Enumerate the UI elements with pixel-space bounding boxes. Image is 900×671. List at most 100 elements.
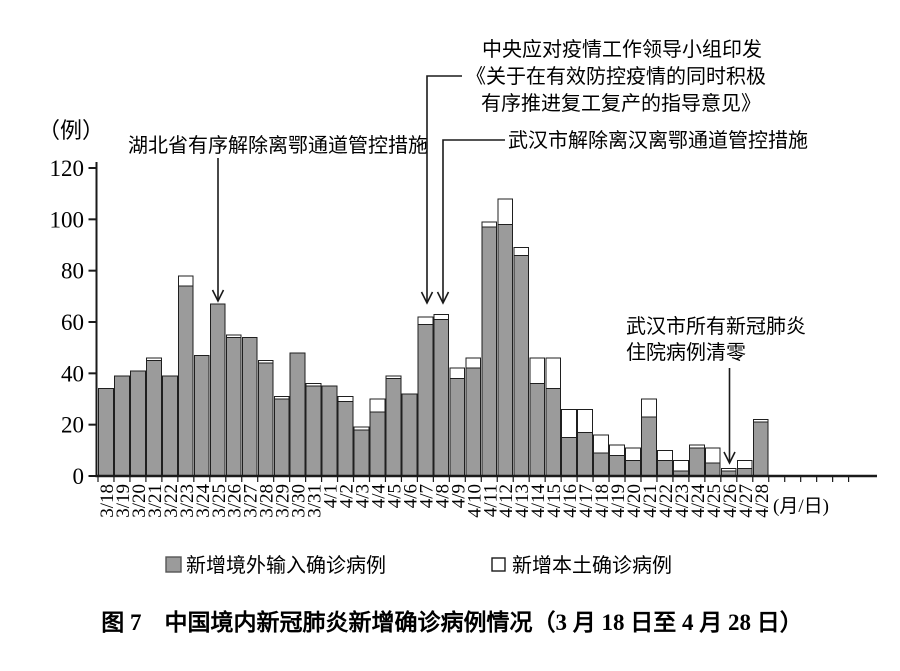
- bar-imported-segment: [385, 377, 402, 477]
- bar-imported-segment: [752, 421, 769, 477]
- bar-3/30: [289, 352, 306, 477]
- bar-3/27: [241, 336, 258, 477]
- bar-imported-segment: [641, 416, 657, 477]
- x-label-4/23: 4/23: [672, 484, 693, 518]
- bar-imported-segment: [497, 223, 514, 477]
- bar-imported-segment: [449, 377, 466, 477]
- y-axis-unit-label: （例）: [38, 118, 104, 143]
- annotation-central-arrow: [420, 75, 462, 305]
- bar-4/11: [481, 221, 498, 477]
- bar-imported-segment: [369, 411, 386, 477]
- bar-imported-segment: [704, 462, 721, 477]
- x-label-4/7: 4/7: [416, 484, 437, 508]
- x-label-3/25: 3/25: [209, 484, 230, 518]
- x-label-4/19: 4/19: [608, 484, 629, 518]
- bar-local-segment: [625, 447, 641, 462]
- bar-local-segment: [257, 360, 274, 364]
- bar-imported-segment: [433, 318, 450, 477]
- bar-imported-segment: [401, 393, 418, 477]
- y-tick-label-120: 120: [50, 156, 85, 181]
- y-axis-ticks: [88, 167, 97, 477]
- x-label-4/24: 4/24: [688, 484, 709, 518]
- bar-imported-segment: [305, 385, 322, 477]
- bar-local-segment: [657, 449, 673, 462]
- bar-3/31: [305, 383, 322, 477]
- bar-imported-segment: [241, 336, 258, 477]
- bar-imported-segment: [561, 437, 577, 477]
- bar-4/25: [704, 447, 721, 477]
- bar-3/19: [114, 375, 130, 477]
- bar-4/27: [736, 460, 753, 477]
- bar-4/17: [577, 408, 593, 477]
- x-label-4/9: 4/9: [448, 484, 469, 508]
- bar-4/2: [337, 395, 354, 477]
- bar-local-segment: [225, 334, 242, 338]
- x-label-4/8: 4/8: [432, 484, 453, 508]
- bar-3/21: [146, 357, 162, 477]
- x-label-4/1: 4/1: [321, 484, 342, 508]
- bar-imported-segment: [225, 336, 242, 477]
- bar-local-segment: [673, 460, 689, 472]
- legend-swatch-local: [491, 557, 506, 572]
- bar-4/13: [513, 247, 530, 477]
- x-label-4/15: 4/15: [544, 484, 565, 518]
- x-label-4/12: 4/12: [496, 484, 517, 518]
- annotation-wuhan-zero-line2: 住院病例清零: [626, 341, 746, 364]
- bar-imported-segment: [577, 431, 593, 477]
- y-tick-label-40: 40: [61, 361, 84, 386]
- x-label-4/3: 4/3: [353, 484, 374, 508]
- bar-3/25: [209, 303, 226, 477]
- legend-label-local: 新增本土确诊病例: [512, 554, 672, 577]
- bar-local-segment: [433, 313, 450, 320]
- bar-4/8: [433, 313, 450, 477]
- x-label-4/28: 4/28: [752, 484, 773, 518]
- x-label-3/21: 3/21: [145, 484, 166, 518]
- annotation-central-line3: 有序推进复工复产的指导意见》: [481, 92, 761, 115]
- bar-local-segment: [529, 357, 546, 385]
- bar-local-segment: [369, 398, 386, 413]
- x-label-3/31: 3/31: [305, 484, 326, 518]
- bar-4/20: [625, 447, 641, 477]
- bar-local-segment: [449, 367, 466, 379]
- bar-imported-segment: [657, 460, 673, 477]
- y-axis-labels: 0 20 40 60 80 100 120: [50, 156, 85, 489]
- bar-local-segment: [641, 398, 657, 418]
- bar-3/28: [257, 360, 274, 477]
- bar-local-segment: [273, 395, 290, 400]
- bar-local-segment: [577, 408, 593, 433]
- bar-local-segment: [688, 444, 705, 449]
- bar-imported-segment: [465, 367, 482, 477]
- bar-4/18: [593, 434, 609, 477]
- x-label-3/24: 3/24: [193, 484, 214, 518]
- bar-4/5: [385, 375, 402, 477]
- legend-swatch-imported: [165, 556, 182, 573]
- x-label-4/22: 4/22: [656, 484, 677, 518]
- bar-4/21: [641, 398, 657, 477]
- x-axis-unit-label: (月/日): [773, 496, 829, 517]
- x-label-4/16: 4/16: [560, 484, 581, 518]
- x-label-4/20: 4/20: [624, 484, 645, 518]
- bar-4/28: [752, 419, 769, 477]
- y-tick-label-80: 80: [61, 259, 84, 284]
- bar-4/15: [545, 357, 562, 477]
- x-label-3/26: 3/26: [225, 484, 246, 518]
- legend-label-imported: 新增境外输入确诊病例: [186, 554, 386, 577]
- x-label-4/21: 4/21: [640, 484, 661, 518]
- bar-imported-segment: [257, 362, 274, 477]
- bar-local-segment: [385, 375, 402, 379]
- bar-imported-segment: [321, 385, 338, 477]
- x-label-3/19: 3/19: [113, 484, 134, 518]
- x-label-3/30: 3/30: [289, 484, 310, 518]
- x-label-4/5: 4/5: [384, 484, 405, 508]
- bar-local-segment: [177, 275, 194, 287]
- annotation-central-line2: 《关于在有效防控疫情的同时积极: [466, 65, 766, 88]
- bar-local-segment: [481, 221, 498, 228]
- bar-3/29: [273, 395, 290, 477]
- bar-local-segment: [704, 447, 721, 464]
- y-tick-label-100: 100: [50, 207, 85, 232]
- bar-local-segment: [752, 419, 769, 423]
- annotation-hubei-text: 湖北省有序解除离鄂通道管控措施: [128, 134, 428, 157]
- bar-local-segment: [720, 467, 737, 472]
